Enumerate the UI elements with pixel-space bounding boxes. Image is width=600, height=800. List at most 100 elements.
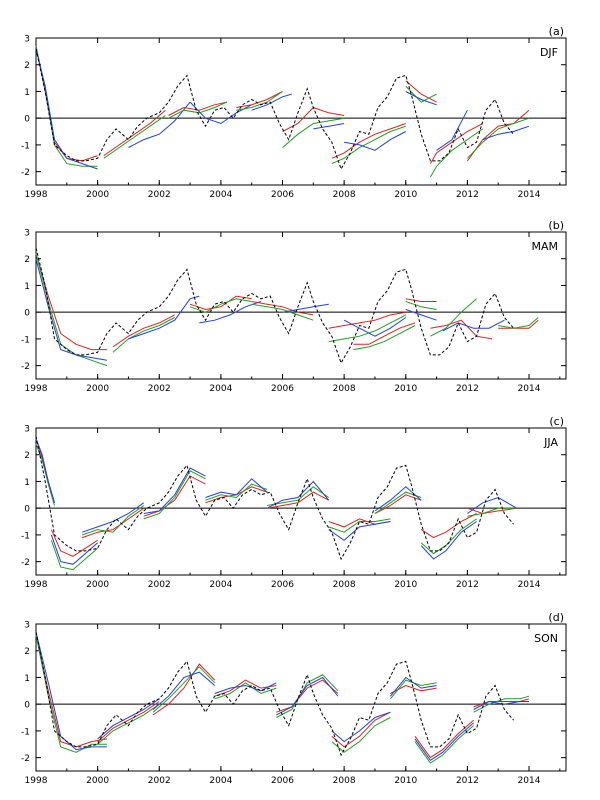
forecast-line-10 (214, 682, 277, 700)
y-tick-label: 0 (24, 505, 30, 515)
season-label: JJA (543, 436, 558, 449)
forecast-line-21 (430, 298, 477, 337)
y-tick-label: 1 (24, 88, 30, 98)
panel-d: 1998 2000 2002 2004 2006 2008 2010 2012 2014 -2 -1… (21, 611, 567, 786)
x-tick-label: 2006 (271, 190, 294, 200)
forecast-line-24 (420, 513, 477, 539)
x-tick-label: 2014 (518, 190, 541, 200)
x-tick-label: 2008 (333, 190, 356, 200)
forecast-line-21 (414, 719, 474, 759)
forecast-line-15 (353, 322, 416, 345)
x-tick-label: 2008 (333, 384, 356, 394)
forecast-line-19 (405, 309, 437, 321)
x-tick-label: 2002 (148, 580, 171, 590)
forecast-line-28 (467, 507, 517, 517)
y-tick-label: 0 (24, 309, 30, 319)
panel-b: 1998 2000 2002 2004 2006 2008 2010 2012 2014 -2 -1… (21, 219, 567, 394)
forecast-line-23 (414, 722, 474, 761)
forecast-line-1 (35, 253, 108, 367)
forecast-line-4 (103, 115, 166, 159)
forecast-line-15 (331, 123, 406, 159)
forecast-line-19 (405, 85, 437, 103)
y-tick-label: -2 (21, 362, 30, 372)
x-tick-label: 2006 (271, 776, 294, 786)
forecast-line-10 (236, 91, 283, 111)
forecast-line-3 (97, 701, 160, 742)
season-label: DJF (540, 46, 558, 59)
y-tick-label: 3 (24, 35, 30, 45)
panel-c: 1998 2000 2002 2004 2006 2008 2010 2012 2014 -2 -1… (21, 415, 567, 590)
forecast-line-13 (328, 314, 407, 343)
forecast-line-6 (152, 663, 216, 716)
forecast-line-24 (466, 109, 530, 162)
forecast-line-20 (328, 521, 391, 541)
forecast-line-6 (189, 295, 252, 311)
y-tick-label: 1 (24, 478, 30, 488)
x-tick-label: 2010 (394, 776, 417, 786)
forecast-line-14 (205, 478, 268, 498)
x-tick-label: 1998 (25, 384, 48, 394)
forecast-line-17 (405, 298, 437, 302)
y-tick-label: 3 (24, 229, 30, 239)
forecast-line-22 (442, 319, 505, 332)
forecast-line-16 (353, 325, 416, 351)
x-tick-label: 2008 (333, 580, 356, 590)
forecast-line-20 (405, 91, 437, 106)
panel-a: 1998 2000 2002 2004 2006 2008 2010 2012 2014 -2 -1… (21, 25, 567, 200)
forecast-line-7 (82, 505, 145, 536)
forecast-line-21 (374, 494, 422, 514)
x-tick-label: 2014 (518, 580, 541, 590)
x-tick-label: 2010 (394, 190, 417, 200)
forecast-line-18 (405, 301, 437, 310)
forecast-line-5 (128, 101, 191, 149)
forecast-line-22 (429, 128, 484, 178)
forecast-line-4 (50, 540, 98, 571)
forecast-line-0 (35, 634, 107, 748)
forecast-line-23 (436, 109, 468, 151)
y-tick-label: -2 (21, 754, 30, 764)
forecast-line-4 (97, 703, 160, 745)
y-tick-label: 3 (24, 425, 30, 435)
x-tick-label: 2006 (271, 580, 294, 590)
forecast-line-12 (276, 679, 339, 713)
panel-label: (d) (548, 611, 564, 624)
y-tick-label: -1 (21, 727, 30, 737)
x-tick-label: 1998 (25, 580, 48, 590)
y-tick-label: 2 (24, 61, 30, 71)
x-tick-label: 2012 (456, 580, 479, 590)
forecast-line-7 (168, 101, 228, 119)
forecast-line-0 (35, 45, 98, 162)
forecast-line-21 (429, 123, 484, 164)
x-tick-label: 2012 (456, 384, 479, 394)
forecast-line-14 (343, 317, 407, 337)
forecast-line-16 (331, 125, 406, 165)
forecast-line-25 (473, 695, 530, 713)
forecast-line-16 (267, 486, 329, 506)
forecast-line-19 (328, 518, 391, 533)
x-tick-label: 2000 (86, 190, 109, 200)
y-tick-label: -1 (21, 531, 30, 541)
forecast-line-5 (97, 698, 160, 740)
season-label: MAM (531, 240, 558, 253)
x-tick-label: 2010 (394, 580, 417, 590)
forecast-line-6 (82, 507, 145, 539)
forecast-line-1 (35, 45, 98, 167)
x-tick-label: 2006 (271, 384, 294, 394)
observed-line (35, 48, 514, 171)
observed-line (35, 247, 514, 365)
forecast-line-1 (35, 634, 107, 753)
forecast-line-11 (251, 93, 292, 111)
forecast-line-24 (498, 317, 539, 329)
forecast-line-3 (112, 314, 175, 348)
season-label: SON (534, 632, 558, 645)
y-tick-label: 1 (24, 282, 30, 292)
observed-line (35, 631, 514, 757)
plot-frame (35, 37, 567, 186)
forecast-line-15 (331, 711, 391, 748)
forecast-line-13 (276, 674, 339, 718)
x-tick-label: 2008 (333, 776, 356, 786)
x-tick-label: 2004 (209, 190, 232, 200)
y-tick-label: -1 (21, 335, 30, 345)
forecast-line-7 (152, 666, 216, 713)
